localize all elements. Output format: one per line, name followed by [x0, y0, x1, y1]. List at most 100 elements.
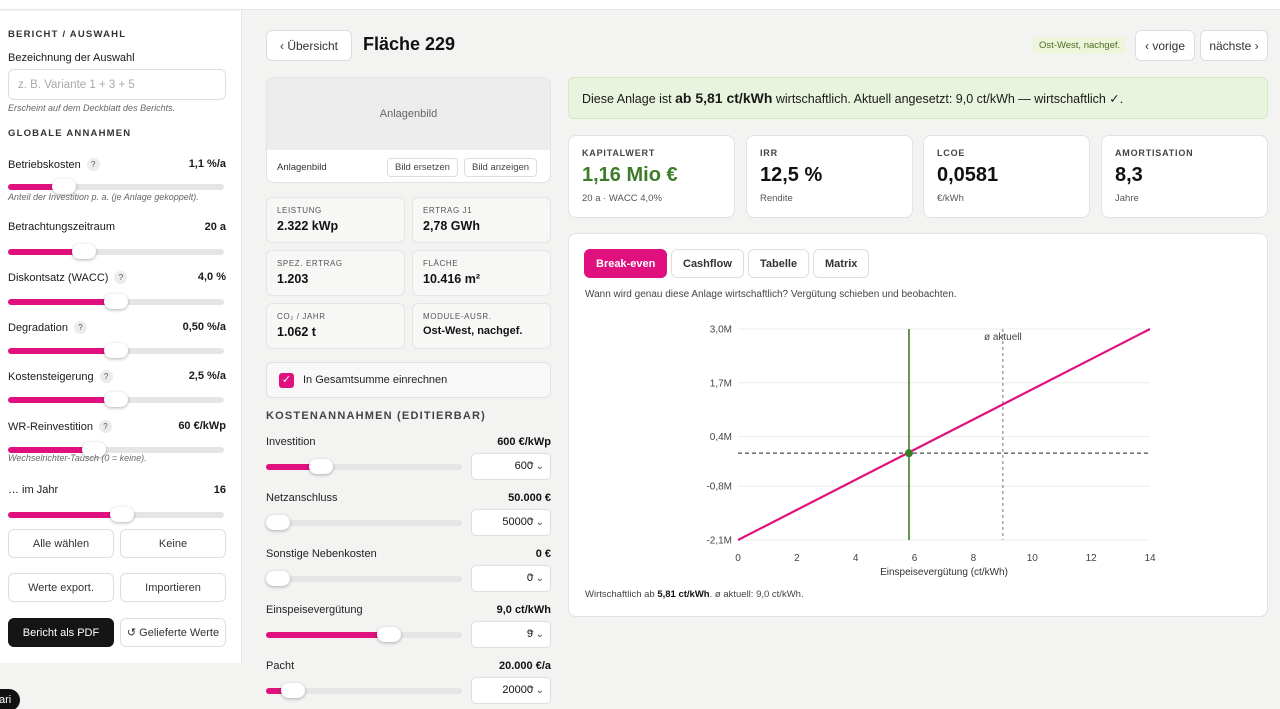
- note-betriebskosten: Anteil der Investition p. a. (je Anlage …: [8, 192, 199, 202]
- include-total-row[interactable]: ✓ In Gesamtsumme einrechnen: [266, 362, 551, 398]
- slider-thumb[interactable]: [104, 343, 128, 358]
- param-slider[interactable]: [8, 294, 224, 310]
- next-button[interactable]: nächste ›: [1200, 30, 1268, 61]
- slider-thumb[interactable]: [104, 392, 128, 407]
- floating-pill[interactable]: ari: [0, 689, 20, 709]
- analysis-card: Break-even Cashflow Tabelle Matrix Wann …: [568, 233, 1268, 617]
- cost-slider[interactable]: [266, 459, 462, 475]
- overview-back-button[interactable]: ‹ Übersicht: [266, 30, 352, 61]
- help-icon[interactable]: ?: [114, 271, 128, 284]
- cost-value: 50.000 €: [508, 492, 551, 504]
- report-pdf-button[interactable]: Bericht als PDF: [8, 618, 114, 647]
- param-4: Kostensteigerung? 2,5 %/a: [8, 370, 226, 384]
- select-none-button[interactable]: Keine: [120, 529, 226, 558]
- tab-break-even[interactable]: Break-even: [584, 249, 668, 278]
- slider-thumb[interactable]: [104, 294, 128, 309]
- slider-thumb[interactable]: [266, 571, 290, 586]
- select-all-button[interactable]: Alle wählen: [8, 529, 114, 558]
- cost-number-value: 20000: [502, 684, 533, 696]
- delivered-values-button[interactable]: ↺ Gelieferte Werte: [120, 618, 226, 647]
- cost-slider[interactable]: [266, 571, 462, 587]
- slider-track: [8, 249, 224, 255]
- x-tick-label: 8: [971, 553, 977, 564]
- chart-footnote: Wirtschaftlich ab 5,81 ct/kWh. ø aktuell…: [585, 589, 804, 600]
- cost-number-input[interactable]: 600 ⌃⌄: [471, 453, 551, 480]
- include-total-label: In Gesamtsumme einrechnen: [303, 374, 448, 386]
- param-slider[interactable]: [8, 179, 224, 195]
- stepper-icon[interactable]: ⌃⌄: [527, 685, 544, 696]
- slider-track: [266, 520, 462, 526]
- slider-thumb[interactable]: [377, 627, 402, 642]
- note-wr-reinvestition: Wechselrichter-Tausch (0 = keine).: [8, 453, 147, 463]
- kpi-amortisation: AMORTISATION 8,3 Jahre: [1101, 135, 1268, 218]
- help-icon[interactable]: ?: [98, 420, 112, 433]
- stepper-icon[interactable]: ⌃⌄: [527, 629, 544, 640]
- cost-number-input[interactable]: 50000 ⌃⌄: [471, 509, 551, 536]
- slider-thumb[interactable]: [266, 515, 290, 530]
- stepper-icon[interactable]: ⌃⌄: [527, 517, 544, 528]
- stepper-icon[interactable]: ⌃⌄: [527, 573, 544, 584]
- param-slider[interactable]: [8, 442, 224, 458]
- cost-name: Netzanschluss: [266, 492, 338, 504]
- banner-threshold: ab 5,81 ct/kWh: [675, 90, 773, 106]
- y-tick-label: 0,4M: [710, 432, 732, 443]
- plant-image-label: Anlagenbild: [277, 162, 327, 173]
- cost-value: 0 €: [535, 548, 551, 560]
- slider-thumb[interactable]: [110, 507, 135, 522]
- x-tick-label: 4: [853, 553, 859, 564]
- param-1: Betrachtungszeitraum 20 a: [8, 221, 226, 235]
- x-axis-label: Einspeisevergütung (ct/kWh): [880, 567, 1008, 578]
- chart-foot-threshold: 5,81 ct/kWh: [657, 589, 710, 600]
- slider-thumb[interactable]: [71, 244, 96, 259]
- previous-button[interactable]: ‹ vorige: [1135, 30, 1195, 61]
- cost-number-input[interactable]: 9 ⌃⌄: [471, 621, 551, 648]
- help-icon[interactable]: ?: [73, 321, 87, 334]
- stat-key: CO₂ / JAHR: [277, 312, 326, 321]
- slider-track: [266, 464, 462, 470]
- selection-name-label: Bezeichnung der Auswahl: [8, 52, 135, 64]
- include-total-checkbox[interactable]: ✓: [279, 373, 294, 388]
- param-name: WR-Reinvestition?: [8, 420, 112, 433]
- export-values-button[interactable]: Werte export.: [8, 573, 114, 602]
- chart-foot-pre: Wirtschaftlich ab: [585, 589, 658, 600]
- cost-section-title: KOSTENANNAHMEN (EDITIERBAR): [266, 410, 487, 422]
- y-tick-label: -0,8M: [706, 482, 732, 493]
- slider-track: [266, 576, 462, 582]
- kpi-value: 8,3: [1115, 164, 1143, 186]
- slider-fill: [8, 348, 116, 354]
- param-label: Degradation: [8, 322, 68, 334]
- cost-slider[interactable]: [266, 683, 462, 699]
- show-image-button[interactable]: Bild anzeigen: [464, 158, 538, 177]
- tab-tabelle[interactable]: Tabelle: [748, 249, 810, 278]
- cost-number-input[interactable]: 20000 ⌃⌄: [471, 677, 551, 704]
- param-name: Betrachtungszeitraum: [8, 221, 115, 233]
- tab-cashflow[interactable]: Cashflow: [671, 249, 744, 278]
- slider-thumb[interactable]: [82, 442, 107, 457]
- slider-thumb[interactable]: [281, 683, 306, 698]
- cost-slider[interactable]: [266, 515, 462, 531]
- tab-matrix[interactable]: Matrix: [813, 249, 870, 278]
- cost-number-input[interactable]: 0 ⌃⌄: [471, 565, 551, 592]
- help-icon[interactable]: ?: [99, 370, 113, 383]
- slider-thumb[interactable]: [52, 179, 77, 194]
- stat-co2: CO₂ / JAHR 1.062 t: [266, 303, 405, 349]
- param-label: Betrachtungszeitraum: [8, 221, 115, 233]
- x-tick-label: 12: [1086, 553, 1098, 564]
- page-title: Fläche 229: [363, 34, 456, 54]
- slider-thumb[interactable]: [308, 459, 333, 474]
- param-slider[interactable]: [8, 392, 224, 408]
- param-slider[interactable]: [8, 343, 224, 359]
- window-top-bar: [0, 0, 1280, 10]
- param-slider[interactable]: [8, 244, 224, 260]
- param-slider[interactable]: [8, 507, 224, 523]
- selection-name-input[interactable]: [8, 69, 226, 100]
- slider-fill: [8, 299, 116, 305]
- cost-slider[interactable]: [266, 627, 462, 643]
- import-button[interactable]: Importieren: [120, 573, 226, 602]
- stepper-icon[interactable]: ⌃⌄: [527, 461, 544, 472]
- banner-text-pre: Diese Anlage ist: [582, 92, 676, 106]
- stat-key: SPEZ. ERTRAG: [277, 259, 343, 268]
- replace-image-button[interactable]: Bild ersetzen: [387, 158, 458, 177]
- stat-value: 2,78 GWh: [423, 219, 480, 233]
- help-icon[interactable]: ?: [86, 158, 100, 171]
